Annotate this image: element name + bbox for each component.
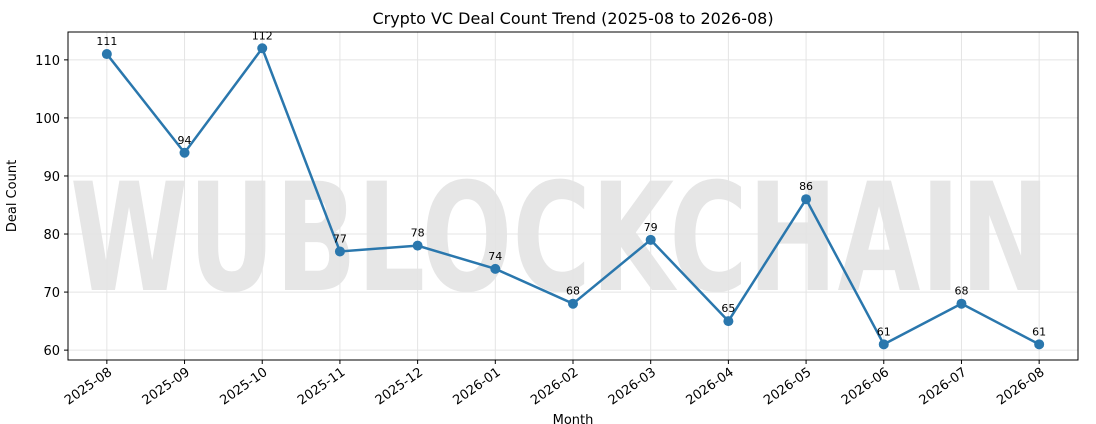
- x-tick-label: 2025-11: [295, 365, 348, 408]
- point: [412, 240, 423, 251]
- x-tick-label: 2026-07: [917, 365, 970, 408]
- x-tick-label: 2025-08: [62, 365, 115, 408]
- y-tick-label: 110: [35, 54, 60, 69]
- x-tick-label: 2026-08: [994, 365, 1047, 408]
- point: [878, 339, 889, 350]
- point: [645, 234, 656, 245]
- value-label: 94: [178, 134, 192, 147]
- value-label: 78: [411, 227, 425, 240]
- x-tick-label: 2026-01: [450, 365, 503, 408]
- x-tick-label: 2025-10: [217, 365, 270, 408]
- y-tick-label: 100: [35, 112, 60, 127]
- point: [334, 246, 345, 257]
- y-tick-label: 90: [43, 170, 60, 185]
- value-label: 112: [252, 29, 273, 42]
- x-tick-label: 2025-12: [373, 365, 426, 408]
- value-label: 61: [877, 325, 891, 338]
- x-tick-label: 2026-06: [839, 365, 892, 408]
- watermark: WUBLOCKCHAIN: [70, 152, 1050, 326]
- point: [101, 49, 112, 60]
- y-tick-label: 70: [43, 286, 60, 301]
- x-tick-label: 2025-09: [140, 365, 193, 408]
- y-axis-label: Deal Count: [5, 160, 20, 232]
- point: [179, 147, 190, 158]
- y-tick-label: 80: [43, 228, 60, 243]
- x-tick-label: 2026-05: [761, 365, 814, 408]
- chart-title: Crypto VC Deal Count Trend (2025-08 to 2…: [372, 9, 773, 28]
- value-label: 86: [799, 180, 813, 193]
- x-tick-label: 2026-02: [528, 365, 581, 408]
- x-tick-label: 2026-04: [684, 365, 737, 408]
- value-label: 77: [333, 232, 347, 245]
- x-axis-label: Month: [553, 413, 594, 424]
- point: [568, 298, 578, 309]
- point: [801, 194, 812, 205]
- value-label: 61: [1032, 325, 1046, 338]
- value-label: 74: [488, 250, 502, 263]
- plot-frame: [67, 31, 1079, 361]
- value-label: 79: [644, 221, 658, 234]
- point: [723, 316, 734, 327]
- point: [490, 263, 501, 274]
- point: [956, 298, 967, 309]
- x-tick-label: 2026-03: [606, 365, 659, 408]
- value-label: 111: [96, 35, 117, 48]
- point: [257, 43, 268, 54]
- value-label: 68: [954, 285, 968, 298]
- value-label: 65: [721, 302, 735, 315]
- point: [1034, 339, 1045, 350]
- value-label: 68: [566, 285, 580, 298]
- y-tick-label: 60: [43, 344, 60, 359]
